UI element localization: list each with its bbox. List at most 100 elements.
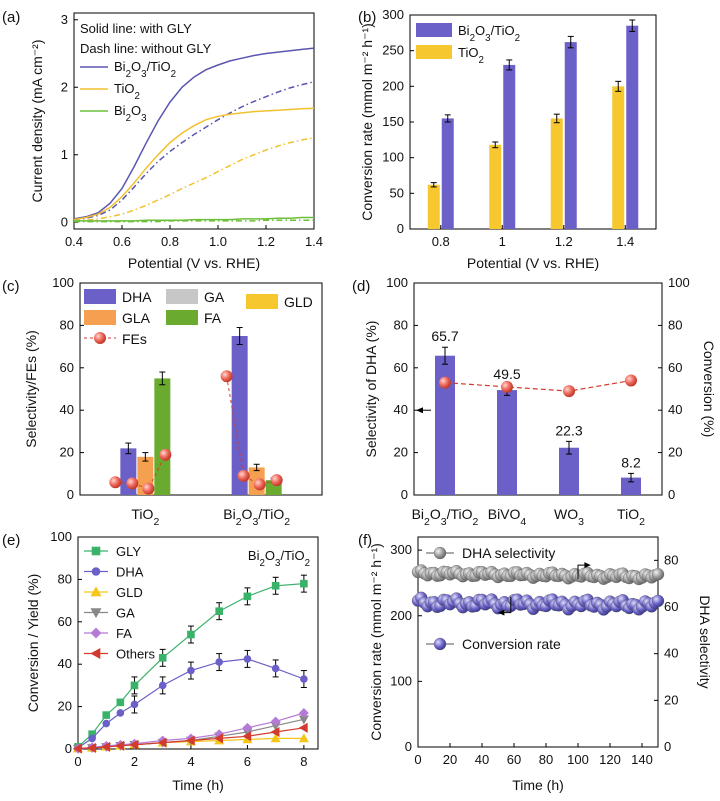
panel-label: (e) (2, 532, 20, 549)
point-DHA (158, 681, 167, 690)
y-tick-label: 20 (60, 445, 74, 460)
legend-label: Bi2O3/TiO2 (114, 59, 176, 80)
point-DHA (271, 664, 280, 673)
point-GLD (298, 733, 309, 743)
bar-Bi2O3/TiO2 (441, 118, 454, 229)
x-tick-label: 80 (539, 752, 553, 767)
fes-line (115, 454, 166, 490)
y2-tick-label: 40 (664, 646, 678, 661)
annotation: Bi2O3/TiO2 (248, 548, 310, 569)
y-tick-label: 150 (382, 114, 404, 129)
x-tick-label: 1.2 (555, 234, 573, 249)
point-DHA (102, 719, 111, 728)
bar-Bi2O3/TiO2 (626, 25, 639, 230)
fes-point (220, 370, 233, 383)
bar-FA (154, 378, 171, 495)
point-FA (242, 722, 253, 733)
point-Others (87, 742, 96, 753)
plot-frame (77, 536, 319, 750)
x-tick-label: 120 (599, 752, 621, 767)
point-Others (270, 727, 280, 738)
series-line-TiO2-dash (73, 137, 315, 222)
axis-arrow-head (584, 562, 591, 569)
point-GLY (130, 681, 139, 690)
point-DHA (187, 666, 195, 675)
note-dash: Dash line: without GLY (80, 41, 212, 56)
panel-label: (a) (2, 9, 20, 26)
y-tick-label: 0 (401, 487, 408, 502)
value-label: 49.5 (493, 366, 520, 382)
y2-tick-label: 80 (664, 552, 678, 567)
legend-swatch (416, 23, 452, 37)
fes-point (270, 474, 283, 487)
note-solid: Solid line: with GLY (80, 21, 192, 36)
y-tick-label: 80 (60, 317, 74, 332)
bar-DHA (231, 336, 248, 495)
x-axis-title: Time (h) (172, 777, 224, 793)
y2-tick-label: 40 (668, 402, 682, 417)
legend-label: DHA selectivity (462, 545, 555, 561)
x-tick-label: 100 (567, 752, 589, 767)
legend-label: FA (204, 310, 222, 326)
series-line-Bi2O3/TiO2-solid (73, 47, 315, 220)
legend-label: TiO2 (458, 45, 484, 66)
fes-line (226, 376, 277, 485)
legend-label: Others (116, 647, 156, 662)
y2-tick-label: 60 (668, 360, 682, 375)
x-tick-label: 0.8 (432, 234, 450, 249)
legend-marker (90, 586, 102, 597)
point-Others (242, 731, 252, 742)
y2-tick-label: 80 (668, 317, 682, 332)
legend-swatch (246, 294, 278, 309)
fes-point (237, 469, 250, 482)
panel-f: 0 20 40 60 80 100 120 140 0 100 200 300 0 20 40 60 80 DHA… (358, 532, 713, 793)
point-Others (72, 743, 82, 754)
y-tick-label: 0 (65, 741, 72, 756)
legend-label: GLD (284, 294, 313, 310)
value-label: 8.2 (621, 454, 641, 470)
y2-tick-label: 100 (668, 275, 690, 290)
point-DHA (88, 734, 96, 743)
point-Conversion rate (651, 594, 665, 608)
bar-selectivity (621, 477, 641, 495)
x-tick-label: 1.0 (209, 234, 227, 249)
y-tick-label: 40 (60, 402, 74, 417)
legend-label: GLA (122, 310, 151, 326)
x-tick-label: 1.4 (616, 234, 634, 249)
x-tick-label: 0.4 (65, 234, 83, 249)
point-FA (270, 716, 281, 727)
y2-axis-title: DHA selectivity (697, 595, 713, 688)
y-tick-label: 80 (394, 317, 408, 332)
panel-a: 0.4 0.6 0.8 1.0 1.2 1.4 0 1 2 3 Potential (V vs. R… (2, 9, 323, 271)
conversion-point (625, 374, 637, 387)
y-tick-label: 80 (58, 571, 72, 586)
y2-tick-label: 60 (664, 599, 678, 614)
legend-swatch (84, 289, 116, 304)
x-tick-label: Bi2O3/TiO2 (223, 506, 290, 528)
y-tick-label: 60 (60, 360, 74, 375)
legend-marker (90, 647, 101, 660)
y-tick-label: 60 (394, 360, 408, 375)
plot-frame (79, 282, 323, 496)
y-tick-label: 40 (58, 656, 72, 671)
x-axis-title: Time (h) (512, 777, 564, 793)
x-tick-label: 1 (499, 234, 506, 249)
bar-TiO2 (612, 86, 625, 229)
point-DHA (116, 709, 125, 717)
legend-label: GLY (116, 544, 141, 559)
y-tick-label: 2 (61, 79, 68, 94)
x-tick-label: 1.4 (305, 234, 323, 249)
y-tick-label: 200 (382, 78, 404, 93)
y-tick-label: 1 (61, 147, 68, 162)
point-DHA selectivity (651, 568, 665, 581)
x-tick-label: 4 (187, 754, 194, 769)
y-tick-label: 0 (67, 487, 74, 502)
legend-label: FA (116, 626, 132, 641)
conversion-point (501, 380, 513, 393)
fes-point (253, 478, 266, 491)
point-Others (214, 733, 223, 744)
y-axis-title: Selectivity of DHA (%) (363, 321, 379, 458)
series-line-TiO2-solid (73, 107, 315, 221)
fes-point (109, 476, 122, 489)
